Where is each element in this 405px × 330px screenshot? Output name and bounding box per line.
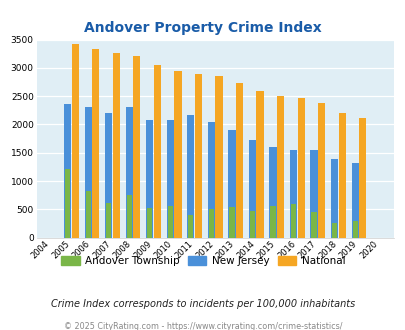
Bar [297, 98, 304, 238]
Bar [133, 56, 140, 238]
Bar [126, 195, 132, 238]
Bar [166, 120, 173, 238]
Bar [351, 163, 358, 238]
Bar [113, 52, 119, 238]
Bar [71, 44, 79, 238]
Bar [106, 203, 111, 238]
Bar [235, 83, 243, 238]
Bar [248, 140, 256, 238]
Bar [270, 206, 275, 238]
Bar [64, 104, 71, 238]
Bar [256, 90, 263, 238]
Bar [153, 65, 160, 238]
Text: Crime Index corresponds to incidents per 100,000 inhabitants: Crime Index corresponds to incidents per… [51, 299, 354, 309]
Bar [289, 150, 296, 238]
Bar [317, 103, 324, 238]
Bar [188, 215, 193, 238]
Bar [331, 223, 336, 238]
Bar [187, 115, 194, 238]
Legend: Andover Township, New Jersey, National: Andover Township, New Jersey, National [56, 252, 349, 270]
Bar [207, 122, 214, 238]
Bar [311, 212, 316, 238]
Bar [125, 108, 132, 238]
Bar [310, 150, 317, 238]
Bar [167, 206, 173, 238]
Bar [229, 207, 234, 238]
Bar [338, 113, 345, 238]
Text: © 2025 CityRating.com - https://www.cityrating.com/crime-statistics/: © 2025 CityRating.com - https://www.city… [64, 322, 341, 330]
Bar [276, 96, 284, 238]
Bar [92, 49, 99, 238]
Bar [194, 74, 202, 238]
Bar [330, 159, 337, 238]
Bar [208, 209, 213, 238]
Bar [228, 130, 235, 238]
Bar [269, 147, 276, 238]
Bar [290, 204, 295, 238]
Bar [174, 71, 181, 238]
Bar [215, 76, 222, 238]
Bar [105, 113, 112, 238]
Bar [358, 118, 365, 238]
Bar [249, 211, 254, 238]
Text: Andover Property Crime Index: Andover Property Crime Index [84, 21, 321, 35]
Bar [85, 191, 91, 238]
Bar [84, 108, 92, 238]
Bar [146, 120, 153, 238]
Bar [352, 221, 357, 238]
Bar [65, 169, 70, 238]
Bar [147, 208, 152, 238]
